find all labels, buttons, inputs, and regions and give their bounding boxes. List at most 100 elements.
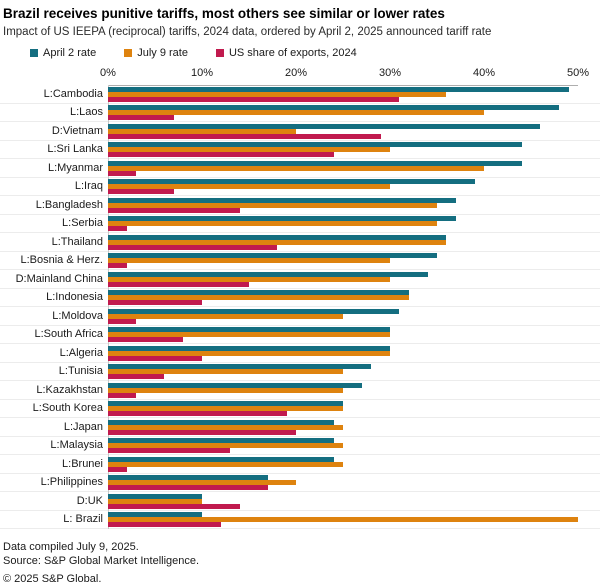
bar-group <box>108 122 578 140</box>
category-label: L:Moldova <box>52 309 103 322</box>
bar-us-share-exports <box>108 522 221 527</box>
category-label: L:Iraq <box>74 180 103 193</box>
bar-july9-rate <box>108 498 202 504</box>
bar-july9-rate <box>108 406 343 411</box>
category-label: L:Philippines <box>40 476 103 489</box>
bar-us-share-exports <box>108 152 334 157</box>
category-label: L:Serbia <box>62 217 103 230</box>
table-row: L:Thailand <box>0 233 600 252</box>
footer-source-note: Source: S&P Global Market Intelligence. <box>3 555 200 567</box>
category-label: L:Thailand <box>51 235 103 248</box>
bar-us-share-exports <box>108 503 240 509</box>
bar-july9-rate <box>108 443 343 448</box>
bar-group <box>108 455 578 473</box>
bar-us-share-exports <box>108 189 174 194</box>
bar-april2-rate <box>108 345 390 351</box>
bar-july9-rate <box>108 480 296 485</box>
us-share-swatch-icon <box>215 49 224 57</box>
table-row: L:Serbia <box>0 215 600 233</box>
table-row: L:Brunei <box>0 455 600 474</box>
bar-july9-rate <box>108 258 390 263</box>
bar-july9-rate <box>108 91 447 97</box>
x-axis-tick: 30% <box>378 67 402 79</box>
footer-copyright-note: © 2025 S&P Global. <box>3 573 102 585</box>
bar-group <box>108 141 578 159</box>
bar-us-share-exports <box>108 281 249 287</box>
bar-us-share-exports <box>108 115 174 120</box>
category-label: L:Brunei <box>62 457 103 470</box>
bar-july9-rate <box>108 239 447 245</box>
bar-group <box>108 400 578 418</box>
bar-us-share-exports <box>108 170 137 176</box>
category-label: L:Japan <box>63 420 103 433</box>
bar-april2-rate <box>108 401 343 406</box>
bar-group <box>108 289 578 307</box>
table-row: L:Algeria <box>0 344 600 363</box>
bar-july9-rate <box>108 517 578 522</box>
table-row: L:Laos <box>0 104 600 122</box>
table-row: L:Moldova <box>0 307 600 326</box>
category-label: L:Myanmar <box>47 161 103 174</box>
bar-april2-rate <box>108 512 202 517</box>
bar-us-share-exports <box>108 374 165 379</box>
bar-group <box>108 233 578 251</box>
bar-july9-rate <box>108 332 390 337</box>
x-axis-line <box>108 85 578 86</box>
bar-group <box>108 159 578 177</box>
bar-us-share-exports <box>108 263 127 268</box>
bar-us-share-exports <box>108 466 127 472</box>
bar-us-share-exports <box>108 337 184 342</box>
table-row: L:South Africa <box>0 326 600 344</box>
footer-notes: Data compiled July 9, 2025. Source: S&P … <box>3 540 600 586</box>
category-label: D:UK <box>76 494 103 507</box>
bar-group <box>108 252 578 270</box>
table-row: L:Myanmar <box>0 159 600 178</box>
bar-us-share-exports <box>108 448 231 453</box>
bar-april2-rate <box>108 456 334 462</box>
bar-july9-rate <box>108 184 390 189</box>
bar-april2-rate <box>108 475 268 480</box>
table-row: L:Malaysia <box>0 437 600 455</box>
bar-april2-rate <box>108 142 522 147</box>
legend-item-us-share: US share of exports, 2024 <box>215 47 357 59</box>
bar-july9-rate <box>108 165 484 171</box>
footer-compiled-note: Data compiled July 9, 2025. <box>3 541 139 553</box>
category-label: L:Algeria <box>59 346 103 359</box>
zero-baseline <box>108 85 109 529</box>
legend: April 2 rate July 9 rate US share of exp… <box>30 47 600 59</box>
table-row: L:Bangladesh <box>0 196 600 215</box>
bar-us-share-exports <box>108 96 400 102</box>
bar-july9-rate <box>108 387 343 393</box>
category-label: L:Laos <box>69 106 103 119</box>
bar-april2-rate <box>108 105 560 110</box>
bar-group <box>108 85 578 103</box>
x-axis-tick: 0% <box>100 67 116 79</box>
category-label: L:Bosnia & Herz. <box>20 254 103 267</box>
bar-july9-rate <box>108 110 484 115</box>
table-row: L: Brazil <box>0 511 600 529</box>
category-label: L:Kazakhstan <box>36 383 103 396</box>
bar-group <box>108 418 578 436</box>
bar-group <box>108 363 578 381</box>
bar-us-share-exports <box>108 244 278 250</box>
table-row: L:Cambodia <box>0 85 600 104</box>
bar-july9-rate <box>108 369 343 374</box>
x-axis-tick: 50% <box>566 67 590 79</box>
table-row: D:Vietnam <box>0 122 600 141</box>
bar-april2-rate <box>108 327 390 332</box>
plot-area: L:Cambodia L:Laos D:Vietnam L:Sri Lanka L:My… <box>0 85 600 529</box>
page-subtitle: Impact of US IEEPA (reciprocal) tariffs,… <box>3 26 492 38</box>
bar-us-share-exports <box>108 429 296 435</box>
bar-april2-rate <box>108 253 437 258</box>
bar-group <box>108 307 578 325</box>
category-label: L:Malaysia <box>50 439 103 452</box>
bar-july9-rate <box>108 350 390 356</box>
x-axis: 0% 10% 20% 30% 40% 50% <box>0 67 600 81</box>
bar-july9-rate <box>108 276 390 282</box>
category-label: L:South Africa <box>34 328 104 341</box>
table-row: L:Tunisia <box>0 363 600 381</box>
bar-group <box>108 104 578 122</box>
legend-label: April 2 rate <box>43 47 97 59</box>
category-label: D:Vietnam <box>51 124 103 137</box>
